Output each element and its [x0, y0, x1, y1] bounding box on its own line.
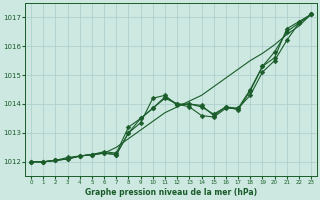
X-axis label: Graphe pression niveau de la mer (hPa): Graphe pression niveau de la mer (hPa) [85, 188, 257, 197]
